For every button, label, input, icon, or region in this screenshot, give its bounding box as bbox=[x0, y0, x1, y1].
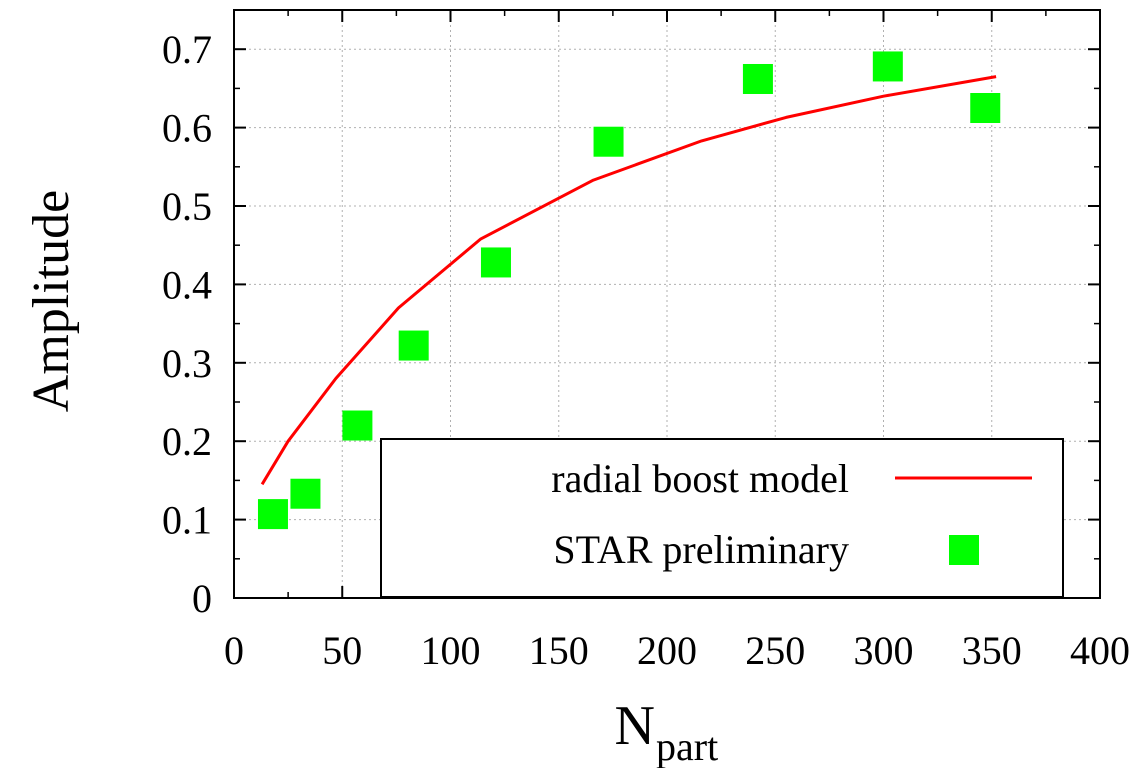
x-tick-label: 0 bbox=[224, 628, 244, 673]
legend-marker-sample bbox=[949, 535, 979, 565]
y-tick-label: 0.6 bbox=[162, 106, 212, 151]
x-tick-label: 400 bbox=[1070, 628, 1130, 673]
y-axis-title: Amplitude bbox=[23, 190, 80, 412]
y-tick-label: 0.3 bbox=[162, 341, 212, 386]
y-tick-label: 0.1 bbox=[162, 498, 212, 543]
data-point-star-preliminary bbox=[480, 247, 511, 278]
y-tick-label: 0.7 bbox=[162, 27, 212, 72]
y-tick-label: 0.5 bbox=[162, 184, 212, 229]
data-point-star-preliminary bbox=[742, 63, 773, 94]
data-point-star-preliminary bbox=[398, 330, 429, 361]
x-tick-label: 100 bbox=[421, 628, 481, 673]
x-tick-label: 150 bbox=[529, 628, 589, 673]
series-layer bbox=[257, 51, 1001, 530]
data-point-star-preliminary bbox=[872, 51, 903, 82]
y-axis-tick-labels: 0 0.1 0.2 0.3 0.4 0.5 0.6 0.7 bbox=[162, 27, 212, 621]
x-tick-label: 250 bbox=[745, 628, 805, 673]
legend-label-data: STAR preliminary bbox=[553, 527, 849, 572]
legend-box bbox=[380, 438, 1064, 598]
x-tick-label: 200 bbox=[637, 628, 697, 673]
data-point-star-preliminary bbox=[342, 410, 373, 441]
legend: radial boost model STAR preliminary bbox=[380, 438, 1064, 598]
data-point-star-preliminary bbox=[290, 478, 321, 509]
x-tick-label: 50 bbox=[322, 628, 362, 673]
x-tick-label: 300 bbox=[854, 628, 914, 673]
series-line-radial-boost-model bbox=[260, 75, 997, 486]
y-tick-label: 0.2 bbox=[162, 419, 212, 464]
legend-label-model: radial boost model bbox=[551, 456, 849, 501]
x-tick-label: 350 bbox=[962, 628, 1022, 673]
y-tick-label: 0 bbox=[192, 576, 212, 621]
data-point-star-preliminary bbox=[970, 93, 1001, 123]
data-point-star-preliminary bbox=[257, 499, 288, 530]
x-axis-title-subscript: part bbox=[656, 724, 718, 768]
x-axis-title: N bbox=[615, 695, 655, 757]
x-axis-tick-labels: 0 50 100 150 200 250 300 350 400 bbox=[224, 628, 1130, 673]
data-point-star-preliminary bbox=[593, 126, 624, 157]
y-tick-label: 0.4 bbox=[162, 262, 212, 307]
